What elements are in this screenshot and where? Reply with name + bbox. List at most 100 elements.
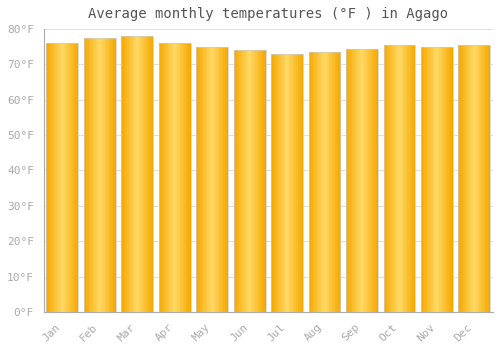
Bar xyxy=(278,54,279,312)
Bar xyxy=(84,38,85,312)
Bar xyxy=(246,50,248,312)
Bar xyxy=(440,47,441,312)
Bar xyxy=(444,47,445,312)
Bar xyxy=(224,47,225,312)
Bar xyxy=(282,54,283,312)
Bar xyxy=(479,45,480,312)
Bar xyxy=(296,54,298,312)
Bar xyxy=(374,49,375,312)
Bar xyxy=(464,45,465,312)
Bar xyxy=(163,43,164,312)
Bar xyxy=(250,50,252,312)
Bar xyxy=(218,47,220,312)
Bar xyxy=(139,36,140,312)
Bar xyxy=(58,43,59,312)
Bar xyxy=(476,45,477,312)
Bar xyxy=(165,43,166,312)
Bar xyxy=(484,45,486,312)
Bar xyxy=(88,38,89,312)
Bar xyxy=(107,38,108,312)
Bar xyxy=(180,43,181,312)
Bar xyxy=(182,43,183,312)
Bar xyxy=(237,50,238,312)
Bar xyxy=(143,36,144,312)
Bar xyxy=(262,50,263,312)
Bar xyxy=(66,43,67,312)
Bar xyxy=(312,52,314,312)
Bar xyxy=(259,50,260,312)
Bar xyxy=(196,47,228,312)
Bar xyxy=(390,45,392,312)
Bar xyxy=(212,47,213,312)
Bar xyxy=(377,49,378,312)
Bar xyxy=(173,43,174,312)
Bar xyxy=(184,43,185,312)
Bar xyxy=(400,45,401,312)
Bar xyxy=(404,45,405,312)
Bar xyxy=(189,43,190,312)
Bar xyxy=(64,43,65,312)
Bar xyxy=(222,47,224,312)
Bar xyxy=(288,54,290,312)
Bar xyxy=(167,43,168,312)
Bar xyxy=(245,50,246,312)
Bar xyxy=(164,43,166,312)
Bar xyxy=(410,45,412,312)
Bar xyxy=(104,38,106,312)
Bar xyxy=(353,49,354,312)
Bar xyxy=(197,47,198,312)
Bar xyxy=(261,50,262,312)
Bar xyxy=(170,43,171,312)
Bar xyxy=(483,45,484,312)
Bar xyxy=(238,50,240,312)
Bar xyxy=(94,38,95,312)
Bar xyxy=(100,38,102,312)
Bar xyxy=(65,43,66,312)
Bar xyxy=(476,45,478,312)
Bar xyxy=(162,43,163,312)
Bar xyxy=(429,47,430,312)
Bar xyxy=(108,38,110,312)
Bar xyxy=(314,52,315,312)
Bar xyxy=(326,52,327,312)
Bar xyxy=(283,54,284,312)
Bar xyxy=(102,38,103,312)
Bar xyxy=(463,45,464,312)
Bar xyxy=(69,43,70,312)
Bar xyxy=(449,47,450,312)
Bar xyxy=(474,45,475,312)
Bar xyxy=(421,47,453,312)
Bar xyxy=(480,45,481,312)
Bar xyxy=(346,49,347,312)
Bar xyxy=(92,38,93,312)
Bar xyxy=(294,54,295,312)
Bar xyxy=(405,45,406,312)
Bar xyxy=(59,43,60,312)
Bar xyxy=(412,45,413,312)
Bar xyxy=(350,49,351,312)
Bar xyxy=(148,36,150,312)
Bar xyxy=(393,45,394,312)
Bar xyxy=(145,36,146,312)
Bar xyxy=(276,54,277,312)
Bar xyxy=(365,49,366,312)
Bar xyxy=(445,47,446,312)
Bar xyxy=(358,49,359,312)
Bar xyxy=(234,50,266,312)
Bar xyxy=(206,47,208,312)
Bar xyxy=(61,43,62,312)
Bar xyxy=(322,52,323,312)
Bar xyxy=(478,45,479,312)
Bar xyxy=(351,49,352,312)
Bar xyxy=(160,43,162,312)
Bar xyxy=(401,45,402,312)
Bar xyxy=(284,54,286,312)
Bar xyxy=(62,43,64,312)
Bar xyxy=(152,36,154,312)
Bar xyxy=(290,54,291,312)
Bar xyxy=(318,52,319,312)
Bar xyxy=(372,49,373,312)
Bar xyxy=(324,52,326,312)
Bar xyxy=(335,52,336,312)
Bar xyxy=(472,45,474,312)
